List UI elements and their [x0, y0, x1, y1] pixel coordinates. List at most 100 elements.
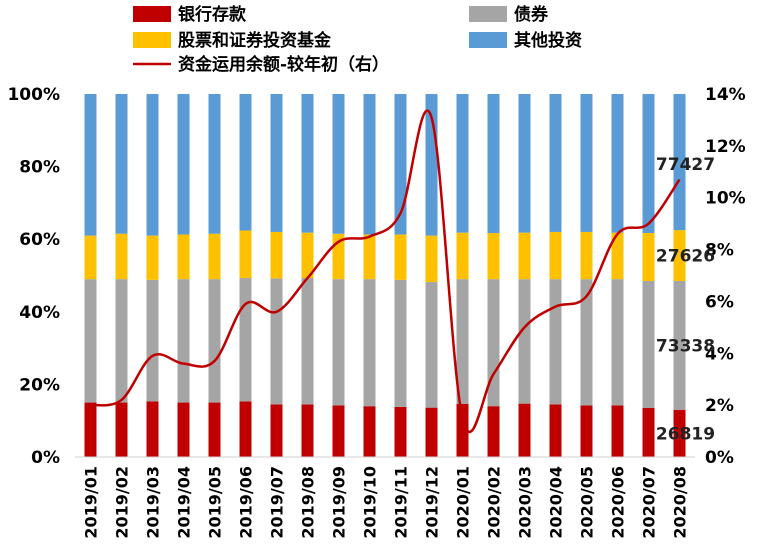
y-right-tick-label: 4% — [705, 344, 734, 364]
bar-segment — [363, 406, 376, 457]
bar-segment — [208, 279, 221, 403]
bar-segment — [84, 279, 97, 403]
bar-segment — [177, 279, 190, 403]
bar-segment — [394, 406, 407, 457]
bar-segment — [239, 94, 252, 231]
bar-segment — [642, 233, 655, 281]
y-right-tick-label: 0% — [705, 448, 734, 468]
bar-segment — [580, 94, 593, 232]
bar-segment — [115, 279, 128, 403]
legend-label: 债券 — [514, 4, 549, 25]
y-left-tick-label: 40% — [19, 303, 60, 323]
bar-segment — [332, 405, 345, 457]
bar-segment — [394, 234, 407, 280]
bar-segment — [84, 402, 97, 457]
bar-segment — [177, 94, 190, 235]
x-tick-label: 2019/03 — [144, 466, 163, 539]
bar-segment — [363, 234, 376, 280]
x-tick-label: 2020/05 — [578, 466, 597, 539]
bar-segment — [146, 94, 159, 236]
bar-segment — [363, 279, 376, 407]
bar-segment — [425, 282, 438, 408]
bar-segment — [580, 279, 593, 406]
bar-segment — [642, 407, 655, 457]
bar-segment — [115, 402, 128, 457]
bar-segment — [549, 404, 562, 457]
y-left-tick-label: 80% — [19, 158, 60, 178]
bar-segment — [673, 230, 686, 281]
bar-segment — [270, 231, 283, 279]
y-right-tick-label: 14% — [705, 85, 746, 105]
x-tick-label: 2019/01 — [82, 466, 101, 539]
bar-segment — [270, 94, 283, 232]
x-tick-label: 2019/10 — [361, 466, 380, 539]
legend-swatch — [133, 6, 171, 22]
bar-segment — [425, 235, 438, 283]
bar-segment — [239, 230, 252, 279]
y-left-tick-label: 20% — [19, 375, 60, 395]
bar-segment — [84, 235, 97, 280]
x-tick-label: 2020/01 — [454, 466, 473, 539]
bar-segment — [332, 94, 345, 234]
bar-segment — [487, 233, 500, 280]
x-tick-label: 2019/04 — [175, 466, 194, 539]
x-tick-label: 2019/02 — [113, 466, 132, 539]
data-label: 73338 — [656, 336, 715, 356]
bar-segment — [487, 94, 500, 234]
y-right-tick-label: 12% — [705, 137, 746, 157]
x-tick-label: 2019/06 — [237, 466, 256, 539]
bar-segment — [580, 405, 593, 457]
bar-segment — [518, 279, 531, 404]
bar-segment — [270, 404, 283, 457]
bar-segment — [332, 279, 345, 406]
bar-segment — [301, 278, 314, 405]
y-right-tick-label: 6% — [705, 292, 734, 312]
data-label: 77427 — [656, 155, 715, 175]
bar-segment — [611, 232, 624, 280]
x-tick-label: 2020/07 — [640, 466, 659, 539]
data-label: 26819 — [656, 424, 715, 444]
bar-segment — [394, 279, 407, 407]
bar-segment — [549, 94, 562, 232]
bar-segment — [611, 94, 624, 233]
bar-segment — [363, 94, 376, 235]
bar-segment — [301, 94, 314, 233]
bar-segment — [673, 94, 686, 231]
bar-segment — [239, 401, 252, 457]
legend-label: 其他投资 — [514, 30, 582, 51]
x-tick-label: 2019/05 — [206, 466, 225, 539]
axes: 0% 20% 40% 60% 80% 100% 0% 2% 4% 6% 8% 10% 12% 14% 201… — [7, 85, 745, 539]
bar-segment — [611, 279, 624, 406]
bar-segment — [518, 94, 531, 233]
x-tick-label: 2020/04 — [547, 466, 566, 539]
bar-segment — [673, 409, 686, 457]
bar-segment — [146, 235, 159, 280]
bar-segment — [580, 231, 593, 280]
bar-segment — [425, 407, 438, 457]
x-tick-label: 2019/09 — [330, 466, 349, 539]
data-labels: 77427 27626 73338 26819 — [656, 155, 715, 444]
bar-segment — [301, 404, 314, 457]
legend-label: 资金运用余额-较年初（右） — [178, 54, 389, 75]
y-right-tick-label: 10% — [705, 189, 746, 209]
bar-segment — [301, 232, 314, 279]
bar-segment — [177, 234, 190, 280]
bar-segment — [270, 278, 283, 405]
legend-swatch — [469, 32, 507, 48]
x-tick-label: 2019/12 — [423, 466, 442, 539]
bar-segment — [673, 280, 686, 410]
bar-segment — [456, 279, 469, 405]
bar-segment — [611, 405, 624, 457]
bar-segment — [487, 279, 500, 407]
x-tick-label: 2020/06 — [609, 466, 628, 539]
bar-segment — [642, 94, 655, 234]
bar-segment — [487, 406, 500, 457]
bar-segment — [208, 233, 221, 280]
x-tick-label: 2019/11 — [392, 466, 411, 539]
bar-segment — [146, 279, 159, 402]
bar-segment — [549, 279, 562, 405]
bar-segment — [115, 233, 128, 280]
legend-swatch — [133, 32, 171, 48]
